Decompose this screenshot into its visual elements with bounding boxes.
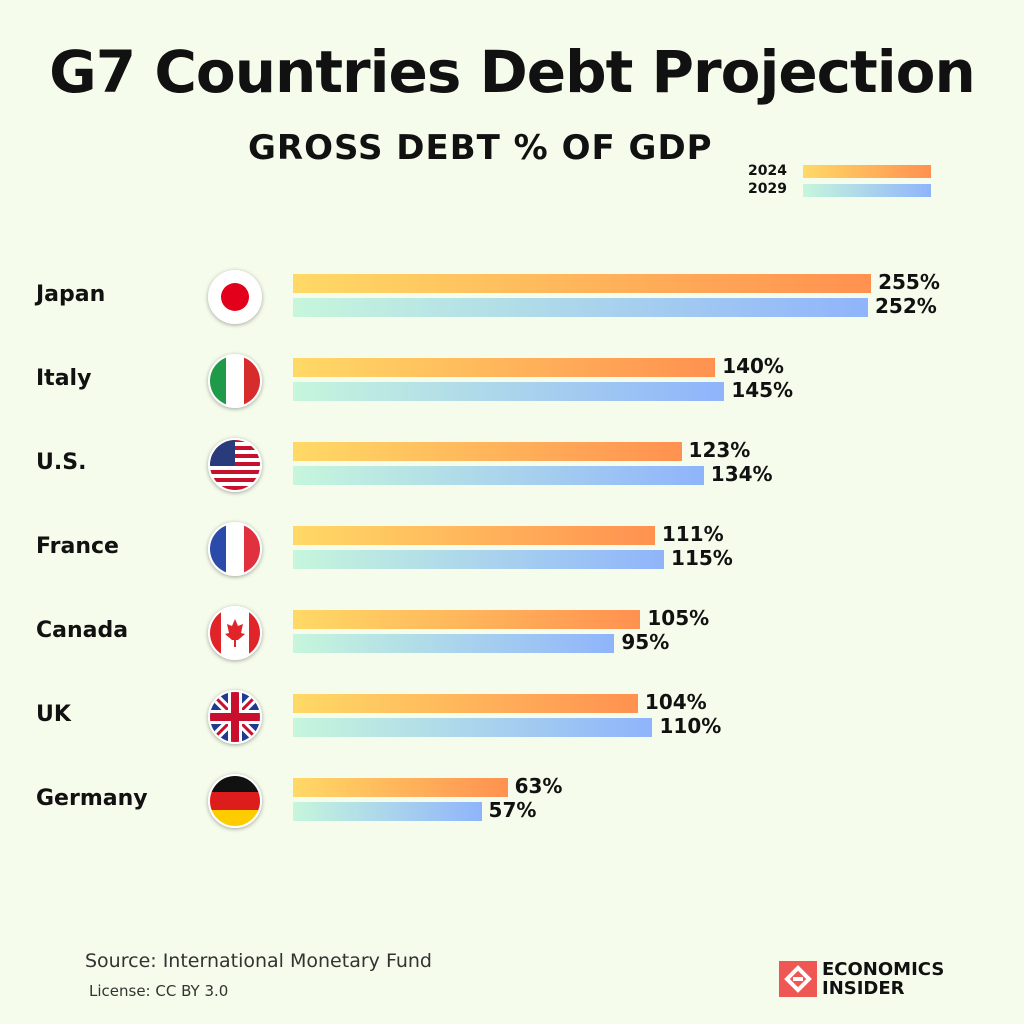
us-flag-icon [208, 438, 262, 492]
japan-flag-icon [208, 270, 262, 324]
country-label-canada: Canada [36, 618, 129, 643]
legend-label-2024: 2024 [748, 163, 787, 179]
license-note: License: CC BY 3.0 [89, 982, 229, 1000]
value-label-us-2029: 134% [710, 462, 773, 486]
logo-line1: ECONOMICS [822, 959, 945, 980]
value-label-canada-2024: 105% [647, 606, 710, 630]
chart-title: G7 Countries Debt Projection [49, 38, 976, 106]
bar-us-2024 [293, 442, 682, 461]
value-label-france-2029: 115% [671, 546, 733, 570]
bar-germany-2024 [293, 778, 508, 797]
logo-line2: INSIDER [822, 978, 905, 999]
bar-italy-2024 [293, 358, 716, 377]
germany-flag-icon [208, 774, 262, 828]
legend-swatch-2029 [803, 184, 931, 197]
country-label-italy: Italy [36, 366, 92, 391]
bar-uk-2024 [293, 694, 638, 713]
chart-subtitle: GROSS DEBT % OF GDP [248, 128, 713, 168]
country-label-uk: UK [36, 702, 71, 727]
economics-insider-logo-icon [779, 961, 817, 997]
bar-canada-2024 [293, 610, 641, 629]
country-label-germany: Germany [36, 786, 148, 811]
value-label-canada-2029: 95% [621, 630, 670, 654]
uk-flag-icon [208, 690, 262, 744]
value-label-uk-2024: 104% [644, 690, 707, 714]
source-note: Source: International Monetary Fund [85, 950, 432, 972]
bar-uk-2029 [293, 718, 653, 737]
value-label-germany-2029: 57% [488, 798, 537, 822]
france-flag-icon [208, 522, 262, 576]
bar-germany-2029 [293, 802, 482, 821]
legend-swatch-2024 [803, 165, 931, 178]
bar-japan-2024 [293, 274, 872, 293]
bar-canada-2029 [293, 634, 615, 653]
bar-japan-2029 [293, 298, 869, 317]
italy-flag-icon [208, 354, 262, 408]
bar-us-2029 [293, 466, 704, 485]
bar-italy-2029 [293, 382, 725, 401]
country-label-japan: Japan [36, 282, 106, 307]
bar-france-2024 [293, 526, 655, 545]
value-label-germany-2024: 63% [514, 774, 563, 798]
value-label-us-2024: 123% [688, 438, 751, 462]
value-label-france-2024: 111% [661, 522, 724, 546]
value-label-italy-2029: 145% [731, 378, 794, 402]
value-label-japan-2024: 255% [878, 270, 940, 294]
country-label-us: U.S. [36, 450, 87, 475]
country-label-france: France [36, 534, 119, 559]
logo-text: ECONOMICS INSIDER [822, 960, 944, 999]
value-label-italy-2024: 140% [722, 354, 784, 378]
canada-flag-icon [208, 606, 262, 660]
value-label-japan-2029: 252% [875, 294, 937, 318]
value-label-uk-2029: 110% [659, 714, 722, 738]
legend-label-2029: 2029 [748, 181, 787, 197]
bar-france-2029 [293, 550, 665, 569]
